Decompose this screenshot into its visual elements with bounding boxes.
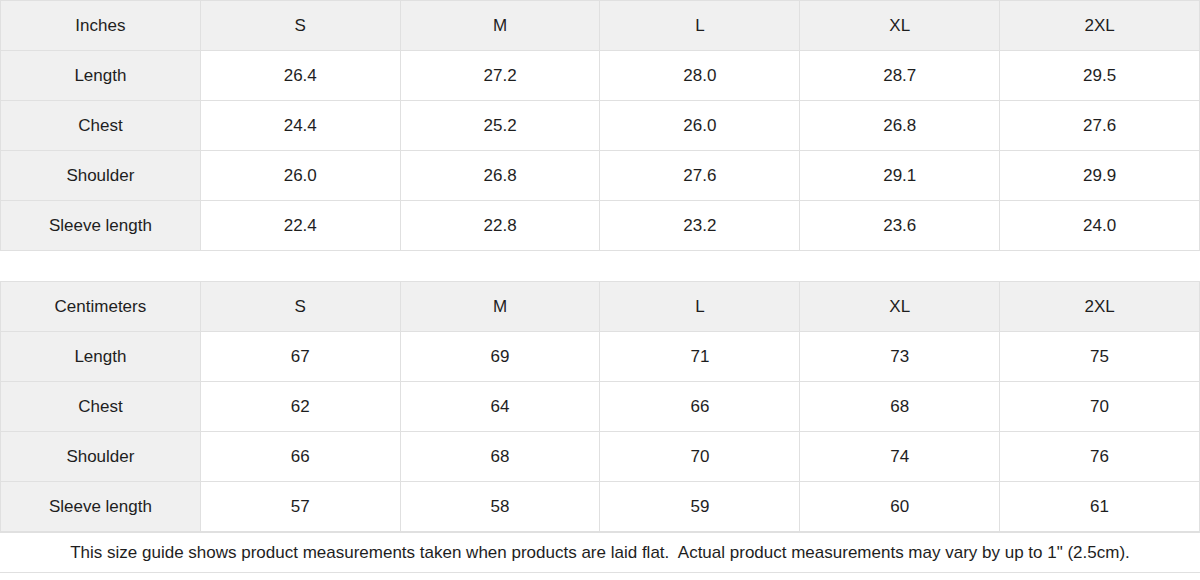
row-label-cell: Sleeve length [1, 201, 201, 251]
size-header-cell: S [200, 1, 400, 51]
size-value-cell: 26.4 [200, 51, 400, 101]
row-label-cell: Sleeve length [1, 482, 201, 532]
row-label-cell: Chest [1, 101, 201, 151]
size-value-cell: 57 [200, 482, 400, 532]
size-table-inches: Inches S M L XL 2XL Length 26.4 27.2 28.… [0, 0, 1200, 251]
size-value-cell: 70 [600, 432, 800, 482]
size-value-cell: 29.5 [1000, 51, 1200, 101]
size-value-cell: 67 [200, 332, 400, 382]
table-row: Sleeve length 22.4 22.8 23.2 23.6 24.0 [1, 201, 1200, 251]
footer-note: This size guide shows product measuremen… [0, 532, 1200, 573]
size-value-cell: 68 [400, 432, 600, 482]
size-value-cell: 74 [800, 432, 1000, 482]
size-value-cell: 26.0 [600, 101, 800, 151]
size-value-cell: 66 [200, 432, 400, 482]
size-value-cell: 64 [400, 382, 600, 432]
size-value-cell: 22.4 [200, 201, 400, 251]
row-label-cell: Length [1, 51, 201, 101]
unit-header-cell: Centimeters [1, 282, 201, 332]
size-value-cell: 27.2 [400, 51, 600, 101]
size-value-cell: 25.2 [400, 101, 600, 151]
size-value-cell: 28.0 [600, 51, 800, 101]
row-label-cell: Length [1, 332, 201, 382]
row-label-cell: Shoulder [1, 151, 201, 201]
size-header-cell: XL [800, 1, 1000, 51]
size-header-cell: XL [800, 282, 1000, 332]
size-value-cell: 26.8 [800, 101, 1000, 151]
size-header-cell: 2XL [1000, 282, 1200, 332]
table-spacer [0, 251, 1200, 281]
size-value-cell: 26.0 [200, 151, 400, 201]
size-value-cell: 23.2 [600, 201, 800, 251]
table-row: Length 67 69 71 73 75 [1, 332, 1200, 382]
size-value-cell: 75 [1000, 332, 1200, 382]
table-header-row: Inches S M L XL 2XL [1, 1, 1200, 51]
size-value-cell: 22.8 [400, 201, 600, 251]
size-header-cell: S [200, 282, 400, 332]
size-value-cell: 68 [800, 382, 1000, 432]
size-header-cell: M [400, 1, 600, 51]
table-row: Chest 24.4 25.2 26.0 26.8 27.6 [1, 101, 1200, 151]
size-value-cell: 23.6 [800, 201, 1000, 251]
size-value-cell: 27.6 [600, 151, 800, 201]
table-header-row: Centimeters S M L XL 2XL [1, 282, 1200, 332]
table-row: Sleeve length 57 58 59 60 61 [1, 482, 1200, 532]
size-value-cell: 60 [800, 482, 1000, 532]
table-row: Shoulder 26.0 26.8 27.6 29.1 29.9 [1, 151, 1200, 201]
size-value-cell: 26.8 [400, 151, 600, 201]
size-header-cell: L [600, 282, 800, 332]
size-value-cell: 69 [400, 332, 600, 382]
size-value-cell: 27.6 [1000, 101, 1200, 151]
size-value-cell: 59 [600, 482, 800, 532]
size-value-cell: 70 [1000, 382, 1200, 432]
size-value-cell: 61 [1000, 482, 1200, 532]
size-header-cell: L [600, 1, 800, 51]
table-row: Shoulder 66 68 70 74 76 [1, 432, 1200, 482]
size-header-cell: M [400, 282, 600, 332]
size-table-centimeters: Centimeters S M L XL 2XL Length 67 69 71… [0, 281, 1200, 532]
size-value-cell: 24.4 [200, 101, 400, 151]
table-row: Length 26.4 27.2 28.0 28.7 29.5 [1, 51, 1200, 101]
table-row: Chest 62 64 66 68 70 [1, 382, 1200, 432]
size-value-cell: 71 [600, 332, 800, 382]
size-value-cell: 28.7 [800, 51, 1000, 101]
size-value-cell: 73 [800, 332, 1000, 382]
size-value-cell: 62 [200, 382, 400, 432]
row-label-cell: Shoulder [1, 432, 201, 482]
size-value-cell: 29.9 [1000, 151, 1200, 201]
size-value-cell: 24.0 [1000, 201, 1200, 251]
unit-header-cell: Inches [1, 1, 201, 51]
row-label-cell: Chest [1, 382, 201, 432]
size-value-cell: 58 [400, 482, 600, 532]
size-value-cell: 66 [600, 382, 800, 432]
size-value-cell: 29.1 [800, 151, 1000, 201]
size-value-cell: 76 [1000, 432, 1200, 482]
size-header-cell: 2XL [1000, 1, 1200, 51]
